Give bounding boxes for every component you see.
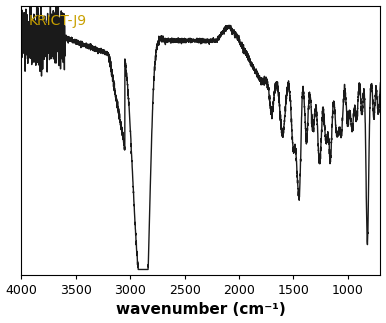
X-axis label: wavenumber (cm⁻¹): wavenumber (cm⁻¹) bbox=[116, 302, 286, 318]
Text: KRICT-J9: KRICT-J9 bbox=[29, 14, 87, 28]
